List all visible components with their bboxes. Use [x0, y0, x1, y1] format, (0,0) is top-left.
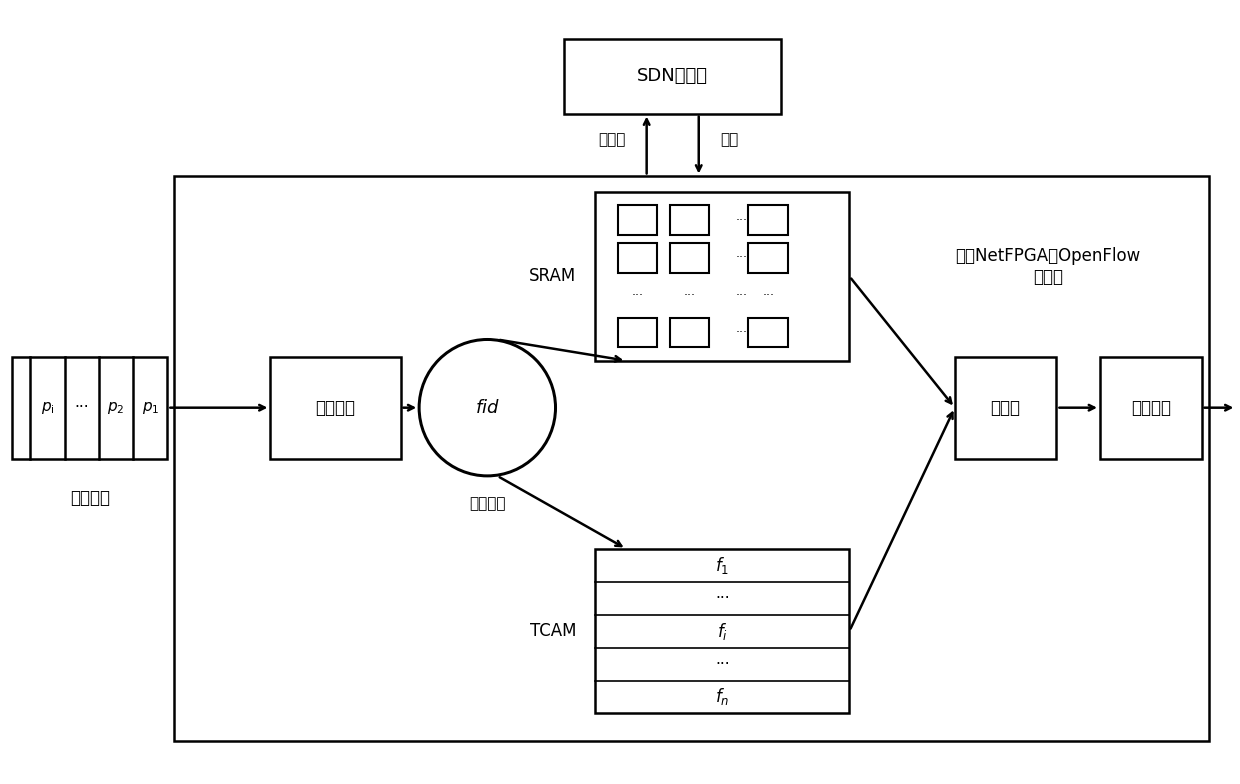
Text: $f_i$: $f_i$ — [717, 621, 728, 641]
Text: ···: ··· — [715, 590, 729, 606]
Text: ···: ··· — [735, 326, 748, 339]
Text: 数据分组: 数据分组 — [69, 489, 110, 506]
FancyBboxPatch shape — [174, 176, 1209, 741]
Text: ···: ··· — [683, 289, 696, 302]
Text: ···: ··· — [74, 400, 89, 416]
FancyBboxPatch shape — [595, 192, 849, 361]
Text: $fid$: $fid$ — [475, 399, 500, 416]
Bar — [618, 205, 657, 235]
Text: ···: ··· — [631, 289, 644, 302]
Bar — [670, 205, 709, 235]
Text: ···: ··· — [735, 214, 748, 227]
Text: 头域解析: 头域解析 — [315, 399, 356, 416]
Bar — [618, 318, 657, 347]
Bar — [749, 318, 789, 347]
Text: ···: ··· — [735, 289, 748, 302]
FancyBboxPatch shape — [1100, 357, 1202, 459]
Bar — [670, 243, 709, 273]
Text: $p_{\mathrm{2}}$: $p_{\mathrm{2}}$ — [107, 400, 125, 416]
FancyBboxPatch shape — [270, 357, 401, 459]
Text: TCAM: TCAM — [529, 622, 577, 640]
Bar — [749, 205, 789, 235]
Text: $p_{\mathrm{i}}$: $p_{\mathrm{i}}$ — [41, 400, 55, 416]
Text: SDN控制器: SDN控制器 — [637, 67, 708, 85]
Text: 执行动作: 执行动作 — [1131, 399, 1171, 416]
FancyBboxPatch shape — [955, 357, 1056, 459]
Text: 包失配: 包失配 — [598, 132, 626, 147]
Text: ···: ··· — [715, 656, 729, 672]
Bar — [749, 243, 789, 273]
Text: ···: ··· — [763, 289, 774, 302]
Bar — [670, 318, 709, 347]
Text: 更新: 更新 — [720, 132, 739, 147]
FancyBboxPatch shape — [564, 39, 781, 114]
Bar — [618, 243, 657, 273]
Text: ···: ··· — [735, 251, 748, 264]
FancyBboxPatch shape — [12, 357, 167, 459]
Text: 仲裁器: 仲裁器 — [991, 399, 1021, 416]
Text: $f_n$: $f_n$ — [715, 687, 729, 707]
FancyBboxPatch shape — [595, 549, 849, 713]
Text: $f_1$: $f_1$ — [715, 555, 729, 575]
Text: 流标识符: 流标识符 — [469, 495, 506, 511]
Text: $p_{\mathrm{1}}$: $p_{\mathrm{1}}$ — [141, 400, 159, 416]
Text: 基于NetFPGA的OpenFlow
交换机: 基于NetFPGA的OpenFlow 交换机 — [955, 247, 1141, 286]
Text: SRAM: SRAM — [529, 267, 577, 285]
